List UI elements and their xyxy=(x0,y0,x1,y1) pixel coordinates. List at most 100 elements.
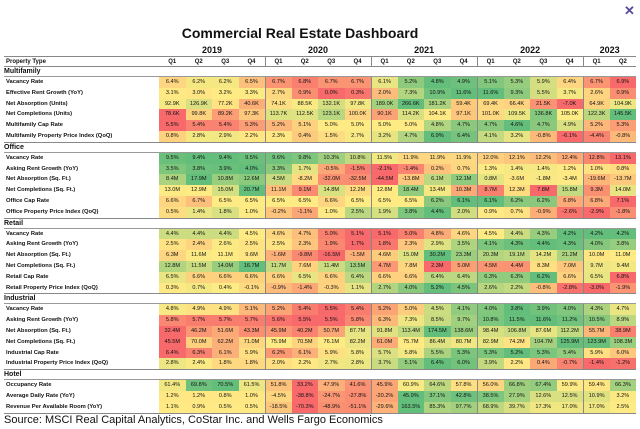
heatmap-cell: 42.8% xyxy=(450,390,478,402)
heatmap-cell: 266.6K xyxy=(397,98,425,110)
heatmap-cell: 5.7% xyxy=(185,315,212,326)
section-label: Office xyxy=(4,142,159,153)
heatmap-cell: 6.5% xyxy=(344,195,372,207)
heatmap-cell: 1.3% xyxy=(476,163,504,175)
section-spacer xyxy=(583,66,610,77)
heatmap-cell: 4.1% xyxy=(476,130,504,143)
heatmap-cell: -20.2% xyxy=(370,390,398,402)
heatmap-cell: 2.3% xyxy=(264,130,292,143)
heatmap-cell: 0.0% xyxy=(318,87,345,99)
heatmap-cell: 66.3% xyxy=(609,379,637,391)
section-spacer xyxy=(185,66,212,77)
heatmap-cell: 6.2% xyxy=(424,195,451,207)
heatmap-cell: 6.6% xyxy=(185,271,212,283)
heatmap-cell: 11.6% xyxy=(530,315,557,326)
heatmap-cell: 0.8% xyxy=(212,390,239,402)
heatmap-cell: 30.2M xyxy=(424,250,451,261)
heatmap-cell: 6.6% xyxy=(556,271,584,283)
heatmap-cell: 4.3% xyxy=(503,239,531,251)
heatmap-cell: 33.2% xyxy=(291,379,319,391)
quarter-label: Q3 xyxy=(424,56,451,67)
heatmap-cell: 4.9% xyxy=(185,303,212,316)
heatmap-cell: 10.0M xyxy=(582,250,610,261)
section-spacer xyxy=(291,218,319,229)
section-spacer xyxy=(344,218,372,229)
heatmap-cell: -8.2M xyxy=(291,174,319,186)
heatmap-cell: 6.4% xyxy=(450,271,478,283)
heatmap-cell: 122.3K xyxy=(582,109,610,121)
heatmap-cell: 6.1M xyxy=(424,174,451,186)
heatmap-cell: 4.5% xyxy=(238,228,266,240)
row-header-label: Property Type xyxy=(4,56,159,67)
heatmap-cell: 60.9% xyxy=(397,379,425,391)
section-spacer xyxy=(530,66,557,77)
table-row: Net Absorption (Sq. Ft.) 32.4M 46.2M 51.6M 4… xyxy=(4,325,637,337)
heatmap-cell: 7.6M xyxy=(291,260,319,272)
heatmap-cell: -13.8M xyxy=(397,174,425,186)
heatmap-cell: 3.2% xyxy=(212,87,239,99)
heatmap-cell: 5.4% xyxy=(344,303,372,316)
heatmap-cell: 0.7% xyxy=(185,282,212,295)
heatmap-cell: 38.9M xyxy=(609,325,637,337)
heatmap-cell: 1.8% xyxy=(238,358,266,371)
quarter-label: Q2 xyxy=(185,56,212,67)
heatmap-cell: 5.2% xyxy=(370,303,398,316)
heatmap-cell: 2.8% xyxy=(344,358,372,371)
heatmap-cell: 90.1K xyxy=(370,109,398,121)
quarter-label: Q4 xyxy=(238,56,266,67)
section-spacer xyxy=(503,369,531,381)
heatmap-cell: 5.4% xyxy=(291,303,319,316)
row-label: Vacancy Rate xyxy=(6,79,44,85)
heatmap-cell: 2.0% xyxy=(450,206,478,219)
heatmap-cell: 0.4% xyxy=(212,282,239,295)
heatmap-cell: 6.6% xyxy=(159,195,186,207)
heatmap-cell: 67.4% xyxy=(530,379,557,391)
heatmap-cell: 6.6% xyxy=(318,195,345,207)
heatmap-cell: 16.7M xyxy=(238,260,266,272)
heatmap-cell: 3.7% xyxy=(556,87,584,99)
heatmap-cell: 3.9% xyxy=(476,358,504,371)
table-row: Vacancy Rate 9.5% 9.4% 9.4% 9.5% 9.6% 9.8% 10.3… xyxy=(4,152,637,164)
section-spacer xyxy=(238,142,266,153)
section-spacer xyxy=(530,293,557,305)
heatmap-cell: 7.8M xyxy=(530,185,557,196)
heatmap-cell: 10.8% xyxy=(476,315,504,326)
section-spacer xyxy=(185,142,212,153)
heatmap-cell: 6.0% xyxy=(450,358,478,371)
heatmap-cell: -1.4% xyxy=(291,282,319,295)
heatmap-cell: 6.6% xyxy=(264,271,292,283)
heatmap-cell: 4.0% xyxy=(476,303,504,316)
heatmap-cell: 3.5% xyxy=(450,239,478,251)
quarter-label: Q2 xyxy=(609,56,637,67)
section-spacer xyxy=(609,218,637,229)
heatmap-cell: -1.4% xyxy=(397,163,425,175)
heatmap-cell: 5.2% xyxy=(397,76,425,88)
heatmap-cell: 2.8% xyxy=(185,130,212,143)
heatmap-cell: 62.2M xyxy=(212,336,239,348)
heatmap-cell: 10.8% xyxy=(344,152,372,164)
heatmap-cell: 3.8% xyxy=(185,163,212,175)
heatmap-cell: 5.1% xyxy=(238,303,266,316)
heatmap-cell: 4.8% xyxy=(424,76,451,88)
heatmap-cell: -13.7M xyxy=(609,174,637,186)
heatmap-cell: 17.9M xyxy=(185,174,212,186)
heatmap-cell: 4.7% xyxy=(450,120,478,131)
heatmap-cell: 0.9% xyxy=(185,401,212,414)
heatmap-cell: 8.9% xyxy=(609,315,637,326)
section-spacer xyxy=(503,66,531,77)
heatmap-cell: 5.1% xyxy=(370,228,398,240)
close-x-icon[interactable]: ✕ xyxy=(624,3,635,18)
heatmap-cell: 6.1% xyxy=(450,195,478,207)
section-spacer xyxy=(583,218,610,229)
heatmap-cell: 174.5M xyxy=(424,325,451,337)
quarter-label: Q1 xyxy=(159,56,186,67)
heatmap-cell: 1.0% xyxy=(318,206,345,219)
section-spacer xyxy=(424,142,451,153)
heatmap-cell: 14.8M xyxy=(318,185,345,196)
quarter-label: Q3 xyxy=(212,56,239,67)
heatmap-cell: 5.1% xyxy=(344,228,372,240)
section-spacer xyxy=(583,369,610,381)
heatmap-cell: 145.5K xyxy=(609,109,637,121)
heatmap-cell: 12.0% xyxy=(476,152,504,164)
heatmap-cell: 39.7% xyxy=(503,401,531,414)
